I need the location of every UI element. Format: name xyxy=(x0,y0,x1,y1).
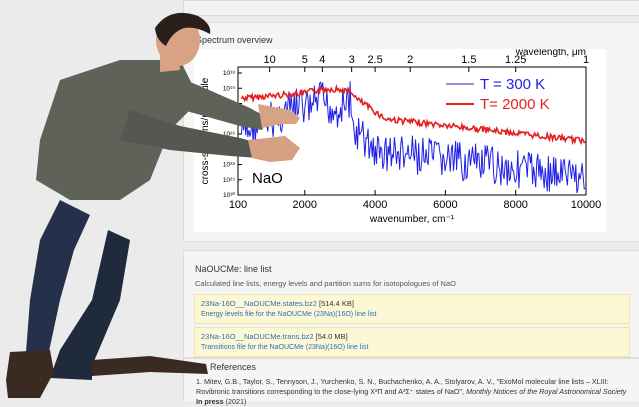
spectrum-overview-title: Spectrum overview xyxy=(196,35,273,45)
legend-label: T= 2000 K xyxy=(480,96,550,113)
top-tick-label: 1.5 xyxy=(461,54,476,66)
x-tick-label: 4000 xyxy=(363,199,387,211)
x-axis-label: wavenumber, cm⁻¹ xyxy=(369,214,455,225)
top-tick-label: 5 xyxy=(302,54,308,66)
y-tick-label: 10²⁶ xyxy=(223,131,235,138)
top-tick-label: 1 xyxy=(583,54,589,66)
y-tick-label: 10²⁹ xyxy=(223,177,235,184)
x-tick-label: 8000 xyxy=(503,199,527,211)
line-list-panel: NaOUCMe: line list Calculated line lists… xyxy=(183,250,639,358)
top-tick-label: 2.5 xyxy=(367,54,382,66)
y-tick-label: 10¹⁹ xyxy=(223,85,235,92)
top-axis-label: wavelength, μm xyxy=(515,49,586,58)
top-tick-label: 3 xyxy=(349,54,355,66)
references-panel: References 1. Mitev, G.B., Taylor, S., T… xyxy=(183,358,639,406)
states-file-description[interactable]: Energy levels file for the NaOUCMe (23Na… xyxy=(201,311,377,318)
states-file-link[interactable]: 23Na-16O__NaOUCMe.states.bz2 [514.4 KB] xyxy=(201,299,355,308)
plot-frame xyxy=(237,66,587,196)
top-tick-label: 1.25 xyxy=(505,54,526,66)
series-2000K-line xyxy=(240,83,586,146)
series-300K-line xyxy=(241,81,586,194)
states-file-box: 23Na-16O__NaOUCMe.states.bz2 [514.4 KB] … xyxy=(194,294,630,324)
top-tick-label: 4 xyxy=(319,54,325,66)
references-title: References xyxy=(210,362,257,372)
top-tick-label: 2 xyxy=(407,54,413,66)
trans-file-box: 23Na-16O__NaOUCMe.trans.bz2 [54.0 MB] Tr… xyxy=(194,327,630,357)
line-list-description: Calculated line lists, energy levels and… xyxy=(195,279,456,288)
legend-label: T = 300 K xyxy=(480,76,545,93)
y-tick-label: 10²⁸ xyxy=(223,162,235,169)
x-tick-label: 2000 xyxy=(293,199,317,211)
top-panel-edge xyxy=(183,0,639,16)
molecule-label: NaO xyxy=(252,170,283,187)
line-list-title: NaOUCMe: line list xyxy=(195,264,272,274)
trans-file-link[interactable]: 23Na-16O__NaOUCMe.trans.bz2 [54.0 MB] xyxy=(201,332,348,341)
spectrum-plot: 100 2000 4000 6000 8000 10000 10 5 4 3 2.5 2 1.5 1.25… xyxy=(194,47,606,232)
x-tick-label: 10000 xyxy=(571,199,602,211)
y-tick-label: 10³⁰ xyxy=(223,191,235,199)
x-tick-label: 100 xyxy=(229,199,247,211)
x-tick-label: 6000 xyxy=(433,199,457,211)
trans-file-description[interactable]: Transitions file for the NaOUCMe (23Na)(… xyxy=(201,344,369,351)
y-axis-label: cross-sections/molecule xyxy=(200,77,211,184)
y-tick-label: 10¹⁸ xyxy=(223,70,235,77)
spectrum-overview-panel: Spectrum overview 100 2000 4000 6000 8000 100… xyxy=(183,22,639,242)
top-tick-label: 10 xyxy=(264,54,276,66)
presenter-person xyxy=(6,12,300,398)
